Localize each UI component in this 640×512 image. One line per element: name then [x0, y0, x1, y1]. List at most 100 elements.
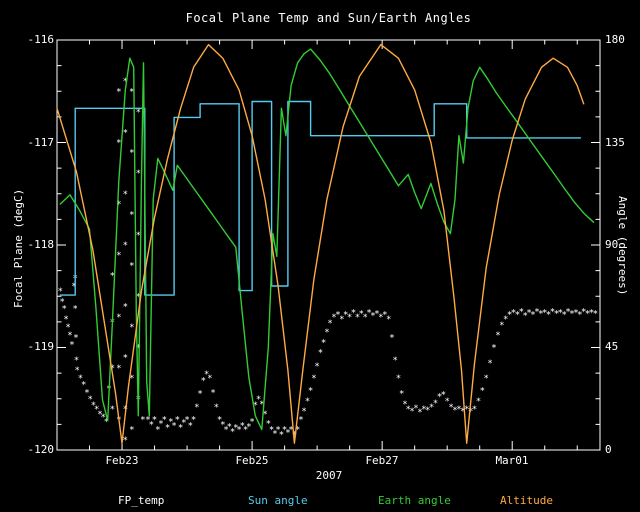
y-left-tick-label: -116: [27, 33, 55, 46]
y-right-tick-label: 0: [605, 443, 612, 456]
svg-text:*: *: [94, 405, 99, 415]
svg-text:*: *: [223, 426, 228, 436]
svg-text:*: *: [413, 404, 418, 414]
y-right-tick-label: 90: [605, 238, 619, 251]
svg-text:*: *: [91, 401, 96, 411]
svg-text:*: *: [335, 311, 340, 321]
svg-text:*: *: [63, 315, 68, 325]
svg-text:*: *: [399, 390, 404, 400]
svg-text:*: *: [538, 310, 543, 320]
svg-text:*: *: [253, 401, 258, 411]
svg-text:*: *: [298, 415, 303, 425]
svg-text:*: *: [511, 309, 516, 319]
svg-text:*: *: [188, 421, 193, 431]
svg-text:*: *: [437, 393, 442, 403]
svg-text:*: *: [460, 407, 465, 417]
svg-text:*: *: [204, 370, 209, 380]
svg-text:*: *: [305, 397, 310, 407]
svg-text:*: *: [259, 400, 264, 410]
svg-text:*: *: [129, 374, 134, 384]
svg-text:*: *: [558, 309, 563, 319]
svg-text:*: *: [149, 420, 154, 430]
svg-text:*: *: [240, 421, 245, 431]
x-axis-year-label: 2007: [315, 469, 343, 482]
svg-text:*: *: [321, 338, 326, 348]
svg-text:*: *: [65, 323, 70, 333]
svg-text:*: *: [526, 309, 531, 319]
svg-text:*: *: [210, 389, 215, 399]
svg-text:*: *: [279, 431, 284, 441]
svg-text:*: *: [194, 403, 199, 413]
svg-text:*: *: [123, 190, 128, 200]
svg-text:*: *: [123, 354, 128, 364]
svg-text:*: *: [140, 415, 145, 425]
svg-text:*: *: [129, 323, 134, 333]
svg-text:*: *: [227, 422, 232, 432]
svg-text:*: *: [554, 310, 559, 320]
svg-text:*: *: [314, 362, 319, 372]
chart-title: Focal Plane Temp and Sun/Earth Angles: [185, 11, 472, 25]
svg-text:*: *: [73, 333, 78, 343]
svg-text:*: *: [116, 251, 121, 261]
svg-text:*: *: [351, 309, 356, 319]
svg-text:*: *: [123, 77, 128, 87]
svg-text:*: *: [162, 415, 167, 425]
svg-text:*: *: [87, 395, 92, 405]
svg-text:*: *: [74, 366, 79, 376]
legend-item-fp-temp: FP_temp: [118, 494, 165, 507]
svg-text:*: *: [81, 380, 86, 390]
svg-text:*: *: [311, 374, 316, 384]
svg-text:*: *: [129, 149, 134, 159]
svg-text:*: *: [569, 310, 574, 320]
svg-text:*: *: [480, 387, 485, 397]
svg-text:*: *: [347, 313, 352, 323]
svg-text:*: *: [339, 315, 344, 325]
x-tick-label: Mar01: [495, 454, 529, 467]
svg-text:*: *: [417, 408, 422, 418]
svg-text:*: *: [577, 311, 582, 321]
legend-item-altitude: Altitude: [500, 494, 553, 507]
svg-text:*: *: [178, 424, 183, 434]
svg-text:*: *: [405, 405, 410, 415]
svg-text:*: *: [184, 415, 189, 425]
svg-text:*: *: [589, 309, 594, 319]
svg-text:*: *: [230, 428, 235, 438]
svg-text:*: *: [464, 405, 469, 415]
svg-text:*: *: [116, 87, 121, 97]
y-right-tick-label: 45: [605, 340, 619, 353]
svg-text:*: *: [456, 405, 461, 415]
svg-text:*: *: [499, 321, 504, 331]
svg-text:*: *: [301, 407, 306, 417]
svg-text:*: *: [433, 399, 438, 409]
svg-text:*: *: [561, 311, 566, 321]
svg-text:*: *: [522, 312, 527, 322]
svg-text:*: *: [275, 426, 280, 436]
svg-text:*: *: [429, 403, 434, 413]
svg-text:*: *: [214, 403, 219, 413]
svg-text:*: *: [233, 424, 238, 434]
svg-text:*: *: [515, 311, 520, 321]
series-Sun angle: [59, 100, 582, 296]
svg-text:*: *: [116, 200, 121, 210]
svg-text:*: *: [136, 108, 141, 118]
svg-text:*: *: [158, 419, 163, 429]
svg-text:*: *: [116, 364, 121, 374]
svg-text:*: *: [355, 313, 360, 323]
svg-text:*: *: [519, 308, 524, 318]
svg-text:*: *: [534, 308, 539, 318]
svg-text:*: *: [295, 426, 300, 436]
series-Earth angle: [59, 48, 595, 431]
svg-text:*: *: [382, 311, 387, 321]
series-Altitude: [56, 43, 585, 444]
svg-text:*: *: [530, 311, 535, 321]
svg-text:*: *: [472, 405, 477, 415]
svg-text:*: *: [123, 303, 128, 313]
svg-text:*: *: [266, 419, 271, 429]
svg-text:*: *: [165, 424, 170, 434]
svg-text:*: *: [343, 311, 348, 321]
svg-text:*: *: [359, 310, 364, 320]
svg-text:*: *: [318, 349, 323, 359]
svg-text:*: *: [136, 231, 141, 241]
svg-text:*: *: [269, 426, 274, 436]
